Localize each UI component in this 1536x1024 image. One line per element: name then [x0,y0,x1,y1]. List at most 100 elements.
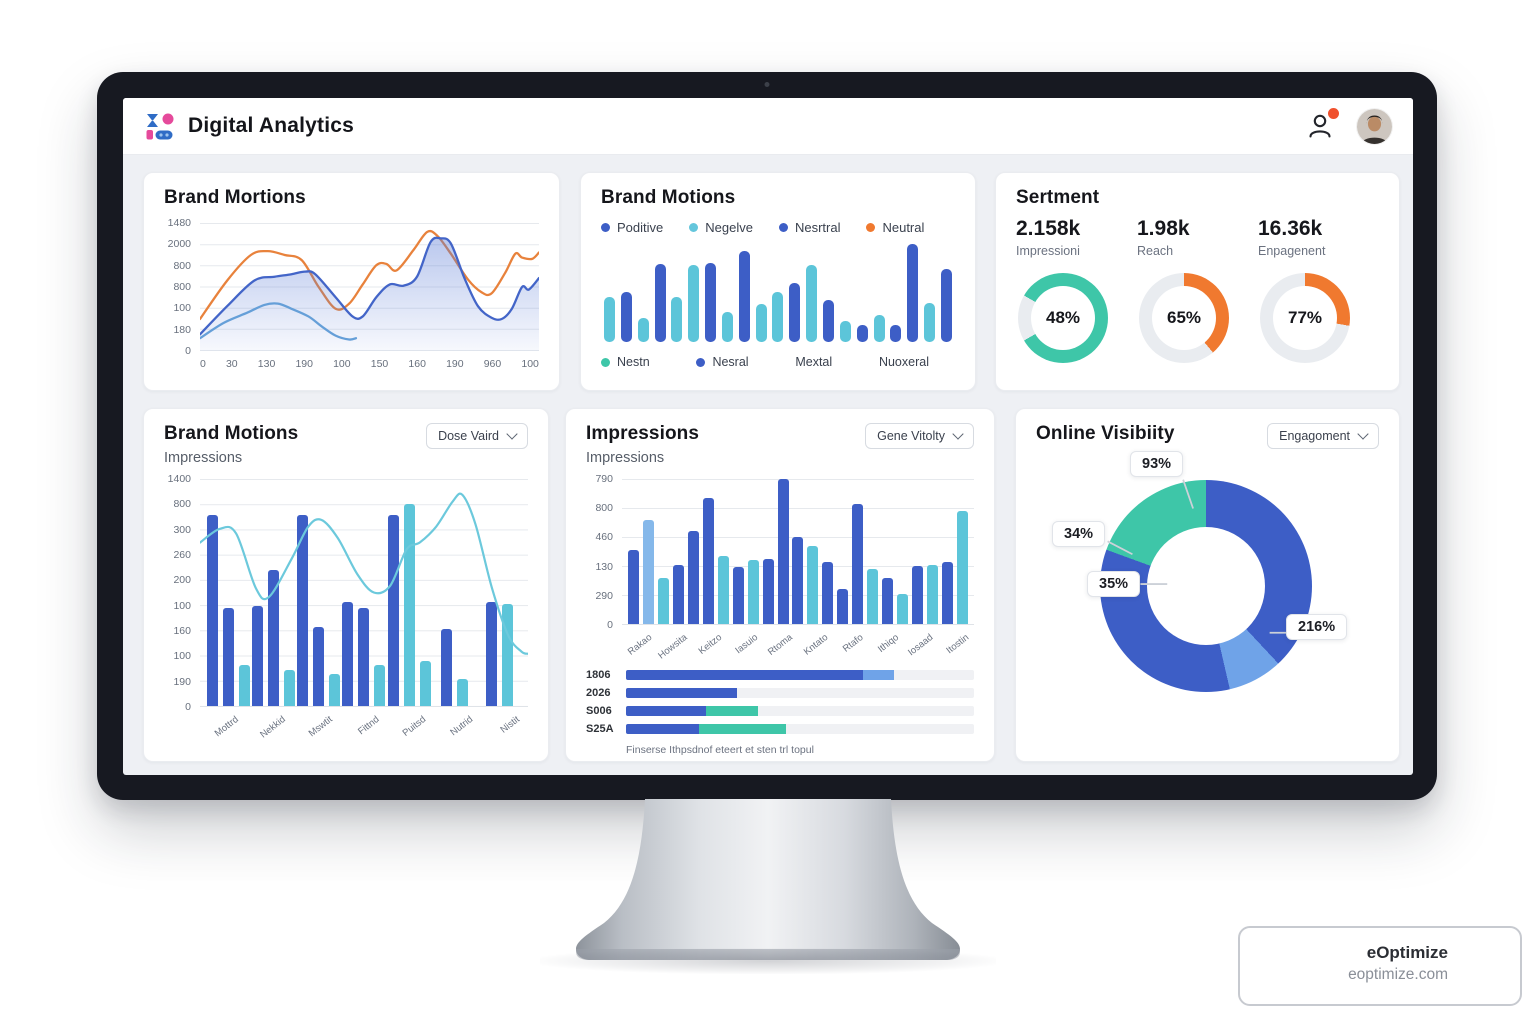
dropdown-value: Gene Vitolty [877,429,945,443]
chevron-down-icon [952,428,964,440]
bar [671,296,683,342]
x-tick: 190 [295,358,313,370]
card-impressions-bars: Impressions Impressions Gene Vitolty 790… [565,408,995,762]
stat-label: Reach [1137,244,1174,258]
gauge-value: 77% [1273,286,1337,350]
x-tick-cell: Iosaad [904,629,939,663]
card-brand-mentions-line: Brand Mortions 1480 2000 800 800 100 180 0 0 30… [143,172,560,391]
hbar-row: S006 [586,705,974,717]
footer-label: Mextal [795,355,833,369]
sentiment-stat: 2.158k Impressioni 48% [1016,217,1137,363]
bar [657,577,669,624]
badge-domain: eoptimize.com [1348,966,1448,983]
hbar-segment [699,724,787,734]
x-axis-labels: 0 30 130 190 100 150 160 190 960 100 [200,358,539,370]
sentiment-stat: 16.36k Enpagenent 77% [1258,217,1379,363]
bar [873,314,885,342]
stat-label: Impressioni [1016,244,1080,258]
bar-groups [206,479,522,706]
dose-vaird-dropdown[interactable]: Dose Vaird [426,423,528,449]
badge-title: eOptimize [1366,943,1448,962]
x-tick-cell: Nekkid [247,711,294,749]
screen: Digital Analytics [123,98,1413,775]
user-icon [1309,114,1331,138]
bar [628,550,639,624]
x-tick: Mswtit [306,714,335,740]
legend-dot [601,223,610,232]
bar [897,593,909,624]
x-tick: Puitsd [400,714,428,739]
x-tick-cell: Kntato [798,629,833,663]
bar [342,601,354,706]
hbar-track [626,706,974,716]
bar [329,674,341,706]
footer-item: Nuoxeral [879,355,929,369]
x-tick-cell: Nutrid [434,711,481,749]
bar [419,660,431,706]
chevron-down-icon [506,428,518,440]
mentions-line-chart: 1480 2000 800 800 100 180 0 [164,217,541,357]
gene-vitolty-dropdown[interactable]: Gene Vitolty [865,423,974,449]
visibility-donut-area: 93% 34% 35% 216% [1036,449,1379,741]
x-tick-cell: Howsita [655,629,692,663]
monitor-stand [576,799,960,960]
brand-badge: eOptimize eoptimize.com [1238,926,1522,1006]
sentiment-stats: 2.158k Impressioni 48% 1.98k Reach 65% 16.36k E… [1016,217,1379,363]
x-tick: Howsita [655,632,690,662]
dropdown-value: Engagoment [1279,429,1350,443]
bar [387,515,399,706]
bar [762,558,774,624]
donut-hole [1147,527,1265,645]
bar [867,568,879,624]
card-title: Impressions [586,423,700,444]
card-subtitle: Impressions [586,450,665,466]
hbar-track [626,670,974,680]
user-avatar[interactable] [1357,108,1392,144]
footer-label: Nestn [617,355,650,369]
gauge-ring: 77% [1260,273,1350,363]
digital-analytics-logo-icon [144,111,175,142]
x-tick: 160 [408,358,426,370]
x-tick: Rakao [625,632,655,658]
bar [687,531,699,624]
card-impressions-combo: Brand Motions Impressions Dose Vaird 140… [143,408,549,762]
x-tick: 0 [200,358,206,370]
page-title: Digital Analytics [188,114,354,137]
bar [806,264,818,342]
hbar-row: S25A [586,723,974,735]
notification-badge [1327,107,1340,120]
x-tick: 960 [483,358,502,370]
bar [852,503,864,624]
footer-label: Nuoxeral [878,355,929,369]
hbar-label: 2026 [586,687,611,699]
legend-item: Nesrtral [778,220,840,235]
y-axis-labels: 1480 2000 800 800 100 180 0 [167,217,191,357]
hbar-row: 2026 [586,687,974,699]
bar [501,603,513,706]
x-tick: 190 [446,358,464,370]
bar-group [206,479,251,706]
bar-group [387,479,432,706]
x-tick: Mottrd [212,714,241,740]
user-notifications-button[interactable] [1305,107,1340,141]
x-tick-cell: Fittnd [341,711,388,749]
hbar-segment [626,670,863,680]
x-tick-cell: Rtoma [763,629,798,663]
engagoment-dropdown[interactable]: Engagoment [1267,423,1379,449]
bar [822,561,834,624]
motions-bar-chart [601,244,955,342]
gauge-value: 48% [1031,286,1095,350]
legend-label: Poditive [617,220,664,235]
bar [717,555,729,624]
bar [620,292,632,342]
stacked-hbar-list: 1806 2026 S006 S25A [586,669,974,735]
footer-label: Nesral [712,355,749,369]
impressions-combo-chart: 1400 800 300 260 200 100 160 100 190 0 [164,473,530,713]
x-tick-cell: Mottrd [200,711,247,749]
bar [223,608,235,706]
x-tick: Keitzo [696,632,725,657]
x-tick: 100 [333,358,351,370]
chart-footer-labels: Nestn Nesral Mextal Nuoxeral [601,355,955,369]
card-title: Brand Motions [601,187,736,208]
chevron-down-icon [1357,428,1369,440]
